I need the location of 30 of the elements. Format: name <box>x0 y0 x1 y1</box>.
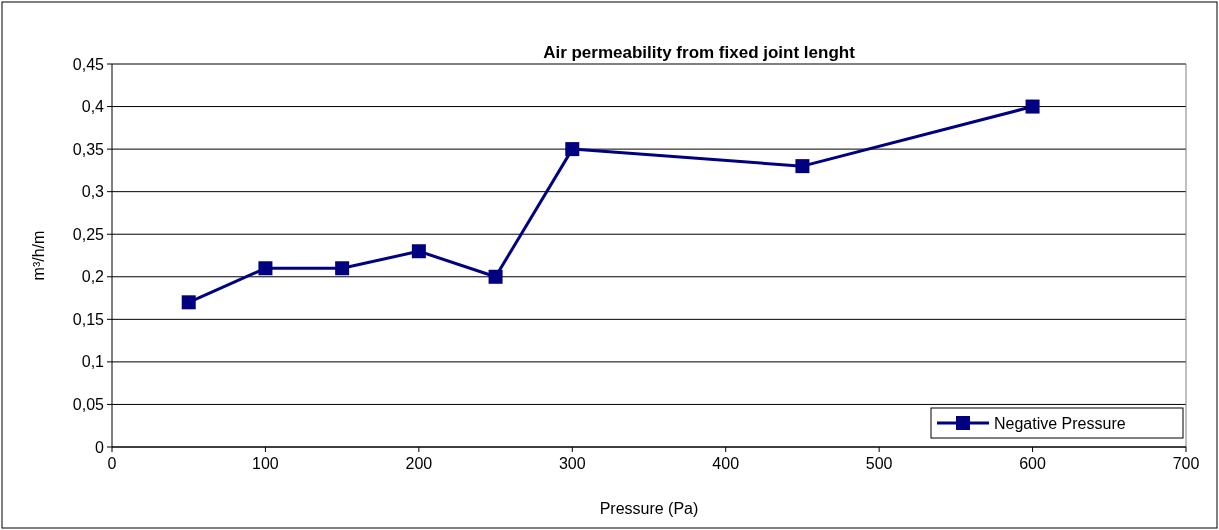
y-tick-label: 0,1 <box>81 353 105 371</box>
chart-title: Air permeability from fixed joint lenght <box>543 43 856 62</box>
y-tick-label: 0 <box>95 438 105 456</box>
x-tick-label: 500 <box>865 455 893 472</box>
x-tick-label: 0 <box>107 455 117 472</box>
point <box>335 261 350 276</box>
y-tick-label: 0,2 <box>81 268 105 286</box>
x-tick-label: 400 <box>712 455 740 472</box>
point <box>565 142 580 157</box>
point <box>1025 99 1040 114</box>
y-tick-label: 0,05 <box>72 396 105 414</box>
y-tick-label: 0,3 <box>81 183 105 201</box>
y-tick-label: 0,25 <box>72 225 105 243</box>
x-tick-label: 200 <box>405 455 433 472</box>
point <box>181 295 196 310</box>
point <box>795 159 810 174</box>
y-tick-label: 0,15 <box>72 310 105 328</box>
x-tick-label: 700 <box>1172 455 1200 472</box>
legend-label: Negative Pressure <box>994 414 1126 432</box>
x-tick-label: 600 <box>1019 455 1047 472</box>
y-tick-label: 0,4 <box>81 98 105 116</box>
x-axis-title: Pressure (Pa) <box>599 500 699 517</box>
point <box>488 269 503 284</box>
point <box>258 261 273 276</box>
x-tick-label: 300 <box>558 455 586 472</box>
y-axis-title: m³/h/m <box>30 230 47 281</box>
point <box>411 244 426 259</box>
y-tick-label: 0,45 <box>72 55 105 73</box>
y-tick-label: 0,35 <box>72 140 105 158</box>
x-tick-label: 100 <box>252 455 279 472</box>
